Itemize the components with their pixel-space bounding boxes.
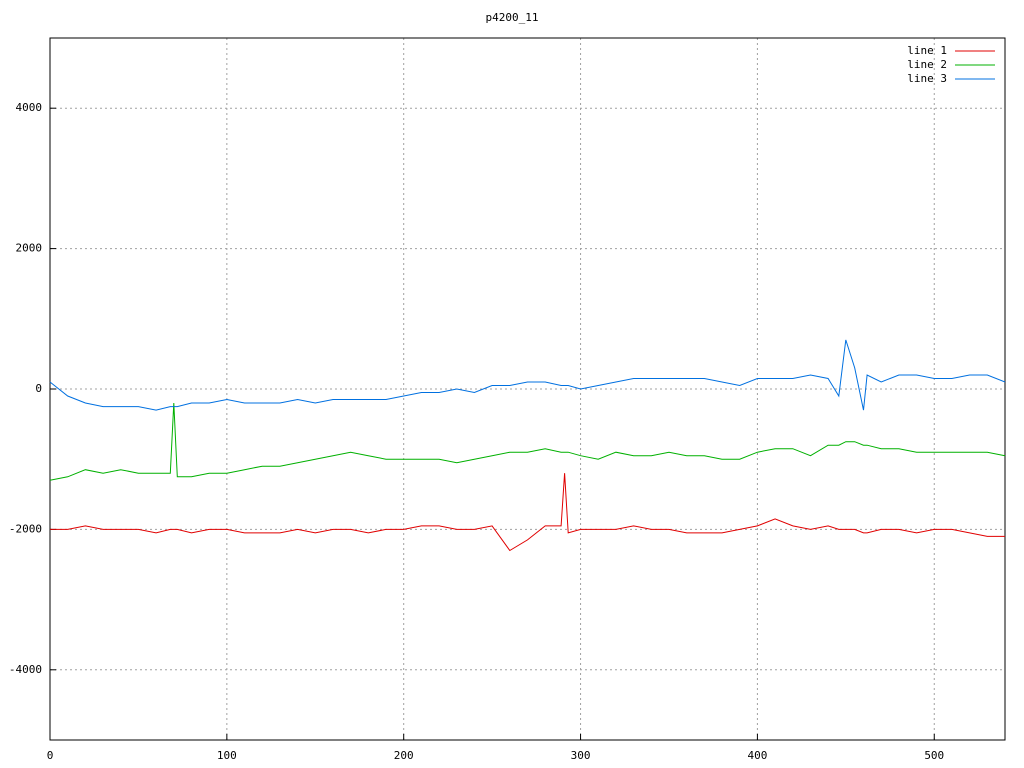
data-line <box>49 339 1006 411</box>
plot-frame <box>49 37 1006 741</box>
y-tick-label: 0 <box>35 382 42 395</box>
data-line <box>49 402 1006 481</box>
legend-label: line 3 <box>907 72 947 85</box>
x-tick-label: 300 <box>571 749 591 762</box>
y-tick-label: 2000 <box>16 242 43 255</box>
chart-title: p4200_11 <box>486 11 539 24</box>
y-tick-label: 4000 <box>16 101 43 114</box>
x-tick-label: 200 <box>394 749 414 762</box>
y-tick-label: -4000 <box>9 663 42 676</box>
legend-label: line 2 <box>907 58 947 71</box>
x-tick-label: 0 <box>47 749 54 762</box>
data-line <box>50 473 1005 552</box>
legend-label: line 1 <box>907 44 947 57</box>
x-tick-label: 100 <box>217 749 237 762</box>
x-tick-label: 500 <box>924 749 944 762</box>
x-tick-label: 400 <box>747 749 767 762</box>
y-tick-label: -2000 <box>9 522 42 535</box>
